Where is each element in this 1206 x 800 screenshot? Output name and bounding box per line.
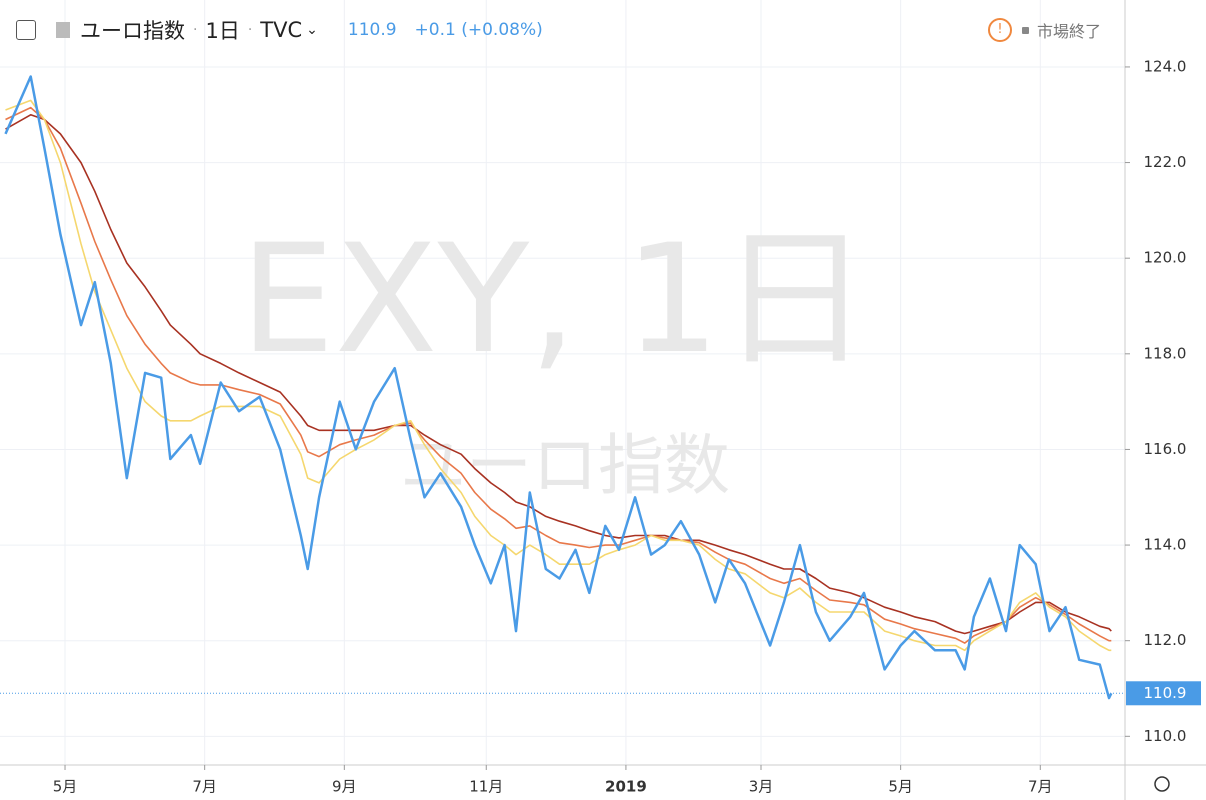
x-tick-label: 7月	[192, 778, 217, 796]
watermark-subtitle: ユーロ指数	[400, 427, 730, 504]
price-line	[4, 75, 1113, 700]
settings-icon[interactable]	[1154, 776, 1170, 792]
x-tick-label: 11月	[469, 778, 503, 796]
header: ユーロ指数 · 1日 · TVC ⌄ 110.9 +0.1 (+0.08%)	[16, 14, 543, 46]
x-tick-label: 3月	[749, 778, 774, 796]
y-tick-label: 114.0	[1144, 536, 1187, 554]
moving-average-line	[5, 106, 1112, 644]
moving-average-line	[5, 99, 1112, 652]
y-tick-label: 118.0	[1144, 344, 1187, 362]
x-tick-label: 9月	[332, 778, 357, 796]
x-tick-label: 5月	[888, 778, 913, 796]
flag-icon	[56, 22, 70, 38]
y-tick-label: 110.0	[1144, 727, 1187, 745]
y-tick-label: 124.0	[1144, 57, 1187, 75]
y-tick-label: 122.0	[1144, 153, 1187, 171]
x-tick-label: 5月	[53, 778, 78, 796]
source[interactable]: TVC	[260, 18, 303, 42]
x-tick-label: 7月	[1028, 778, 1053, 796]
last-price: 110.9	[347, 20, 397, 40]
watermark: EXY, 1日	[240, 213, 870, 387]
y-tick-label: 120.0	[1144, 249, 1187, 267]
last-price-badge	[1126, 681, 1201, 706]
market-status: ! 市場終了	[988, 14, 1101, 46]
last-price-label: 110.9	[1144, 684, 1187, 702]
y-tick-label: 112.0	[1144, 631, 1187, 649]
add-symbol-button[interactable]	[16, 20, 36, 40]
moving-average-line	[5, 114, 1112, 635]
price-change: +0.1 (+0.08%)	[414, 20, 543, 40]
y-tick-label: 116.0	[1144, 440, 1187, 458]
status-text: 市場終了	[1037, 22, 1102, 41]
symbol-title[interactable]: ユーロ指数	[80, 19, 185, 43]
interval[interactable]: 1日	[205, 19, 240, 43]
x-tick-label: 2019	[605, 778, 647, 796]
